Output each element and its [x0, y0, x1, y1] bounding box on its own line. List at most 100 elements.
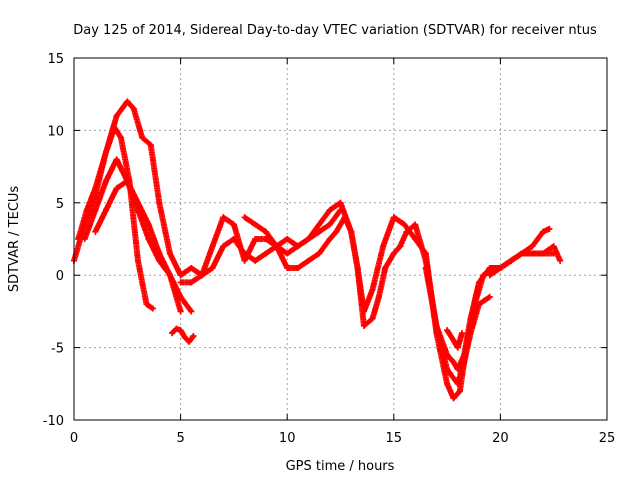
data-point: [354, 264, 361, 271]
data-point: [316, 228, 323, 235]
data-point: [518, 250, 525, 257]
data-point: [401, 221, 408, 228]
series-track: [92, 178, 195, 315]
data-point: [262, 250, 269, 257]
data-point: [305, 236, 312, 242]
data-point: [284, 250, 291, 257]
series-markers: [422, 243, 564, 373]
data-point: [360, 308, 367, 315]
data-point: [149, 305, 156, 312]
data-point: [326, 236, 333, 242]
y-axis-label: SDTVAR / TECUs: [7, 186, 22, 293]
data-point: [433, 322, 440, 329]
data-point: [156, 199, 163, 206]
data-point: [143, 301, 150, 308]
data-point: [102, 178, 109, 185]
data-point: [333, 228, 340, 235]
x-tick-label: 20: [492, 431, 509, 446]
data-point: [166, 250, 173, 257]
y-tick-label: 15: [47, 52, 64, 67]
data-point: [380, 243, 387, 250]
data-point: [305, 257, 312, 264]
data-point: [546, 225, 553, 232]
series-track: [486, 225, 553, 279]
data-point: [262, 236, 269, 242]
x-axis-label: GPS time / hours: [286, 459, 395, 474]
data-point: [369, 286, 376, 293]
data-point: [422, 250, 429, 257]
data-point: [412, 221, 419, 228]
data-point: [252, 257, 259, 264]
series-track: [444, 327, 466, 351]
series-track: [169, 325, 197, 345]
data-point: [456, 388, 463, 395]
data-point: [134, 207, 141, 214]
data-point: [147, 141, 154, 148]
data-point: [139, 134, 146, 141]
series-track: [75, 124, 156, 312]
data-point: [173, 325, 180, 332]
data-point: [83, 207, 90, 214]
data-point: [117, 134, 124, 141]
x-tick-label: 25: [599, 431, 616, 446]
data-point: [92, 185, 99, 192]
data-point: [145, 221, 152, 228]
data-point: [177, 272, 184, 279]
data-point: [177, 327, 184, 334]
data-point: [450, 395, 457, 402]
data-point: [166, 272, 173, 279]
series-track: [422, 243, 564, 373]
data-point: [209, 264, 216, 271]
data-point: [360, 322, 367, 329]
x-tick-label: 15: [386, 431, 403, 446]
data-point: [273, 243, 280, 250]
data-point: [113, 112, 120, 119]
data-point: [220, 214, 227, 221]
data-point: [169, 330, 176, 337]
x-tick-label: 10: [279, 431, 296, 446]
data-point: [390, 250, 397, 257]
data-point: [454, 366, 461, 373]
data-point: [508, 257, 515, 264]
data-point: [134, 257, 141, 264]
data-point: [181, 334, 188, 341]
data-point: [444, 380, 451, 387]
data-point: [540, 250, 547, 257]
data-point: [294, 243, 301, 250]
data-point: [316, 250, 323, 257]
data-point: [550, 243, 557, 250]
data-point: [444, 351, 451, 358]
data-point: [375, 293, 382, 300]
data-point: [190, 333, 197, 340]
data-point: [252, 236, 259, 242]
data-point: [102, 149, 109, 156]
data-point: [177, 308, 184, 315]
data-point: [252, 221, 259, 228]
data-point: [102, 207, 109, 214]
data-point: [529, 243, 536, 250]
data-point: [316, 221, 323, 228]
data-point: [130, 105, 137, 112]
data-point: [390, 214, 397, 221]
data-point: [326, 221, 333, 228]
data-point: [348, 228, 355, 235]
data-point: [326, 207, 333, 214]
data-point: [188, 279, 195, 286]
data-point: [156, 257, 163, 264]
data-point: [540, 228, 547, 235]
data-point: [454, 344, 461, 351]
data-point: [337, 199, 344, 206]
data-point: [186, 338, 193, 345]
data-point: [412, 236, 419, 242]
series-markers: [177, 214, 493, 387]
data-point: [284, 236, 291, 242]
data-point: [92, 207, 99, 214]
data-point: [92, 228, 99, 235]
data-point: [198, 272, 205, 279]
data-point: [188, 264, 195, 271]
data-point: [241, 214, 248, 221]
data-point: [209, 243, 216, 250]
data-point: [262, 228, 269, 235]
data-point: [124, 98, 131, 105]
